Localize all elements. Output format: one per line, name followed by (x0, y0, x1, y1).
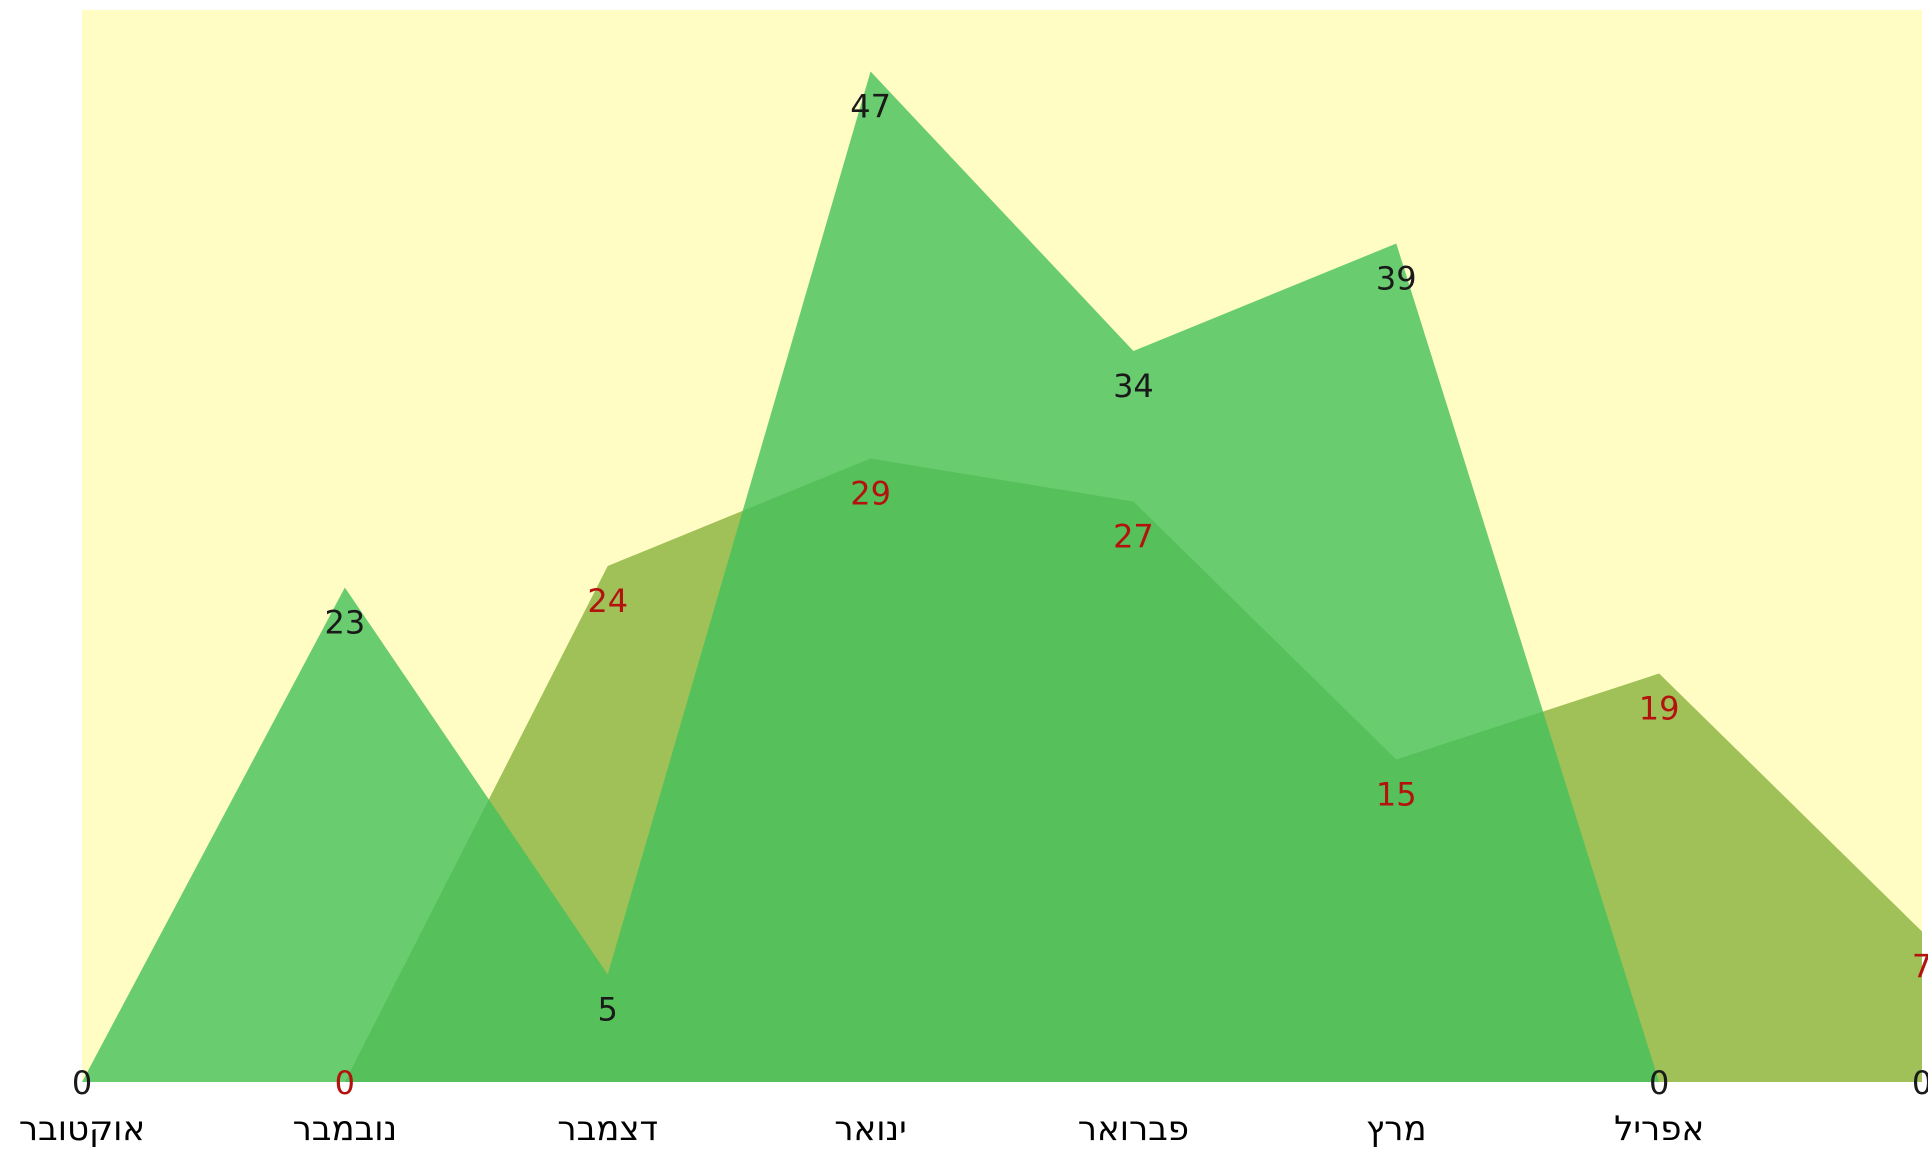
series-2-value-label: 15 (1376, 776, 1417, 814)
series-2-value-label: 27 (1113, 518, 1154, 556)
areas-layer (82, 71, 1922, 1082)
series-1-value-label: 23 (324, 604, 365, 642)
series-1-value-label: 34 (1113, 367, 1154, 405)
end-value-label: 0 (1912, 1064, 1928, 1102)
series-1-area (82, 71, 1660, 1082)
x-tick-label: נובמבר (293, 1109, 397, 1149)
series-1-value-label: 0 (1649, 1064, 1669, 1102)
data-labels-layer: 0 23 5 47 34 39 0 0 24 29 27 15 19 7 0 (72, 88, 1928, 1103)
series-1-value-label: 39 (1376, 260, 1417, 298)
series-2-value-label: 29 (850, 475, 891, 513)
series-2-value-label: 0 (335, 1064, 355, 1102)
series-2-value-label: 7 (1912, 948, 1928, 986)
x-tick-label: ינואר (834, 1109, 906, 1149)
x-tick-label: פברואר (1078, 1109, 1189, 1149)
x-axis-labels: אוקטוברנובמברדצמברינוארפברוארמרץאפרילמאי (19, 1109, 1704, 1149)
series-2-value-label: 24 (587, 582, 628, 620)
series-1-value-label: 0 (72, 1064, 92, 1102)
x-tick-label: דצמבר (557, 1109, 658, 1149)
x-tick-label: מרץ (1366, 1109, 1427, 1149)
x-tick-label: אפריל (1614, 1109, 1704, 1149)
series-1-value-label: 47 (850, 88, 891, 126)
series-1-value-label: 5 (598, 991, 618, 1029)
x-tick-label: אוקטובר (19, 1109, 145, 1149)
series-2-value-label: 19 (1639, 690, 1680, 728)
